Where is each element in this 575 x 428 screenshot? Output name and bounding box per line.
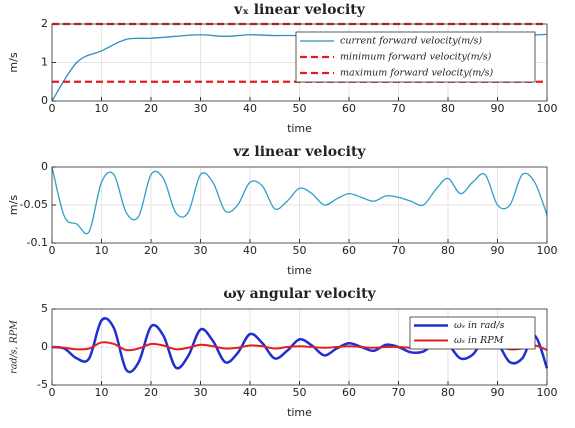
x-tick-label: 100: [537, 244, 558, 257]
x-tick-label: 30: [194, 386, 208, 399]
y-tick-label: 0: [41, 340, 48, 353]
x-tick-label: 100: [537, 102, 558, 115]
y-tick-label: -5: [37, 378, 48, 391]
y-axis-label: m/s: [7, 52, 20, 72]
axes-box: [51, 166, 548, 244]
legend-label: ωₛ in RPM: [454, 335, 504, 346]
y-tick-label: -0.1: [27, 236, 48, 249]
y-tick-label: 5: [41, 302, 48, 315]
x-tick-label: 10: [95, 244, 109, 257]
series-line: [51, 317, 549, 374]
x-tick-label: 50: [293, 244, 307, 257]
x-tick-label: 0: [49, 102, 56, 115]
chart-title: vz linear velocity: [232, 144, 366, 160]
legend-label: maximum forward velocity(m/s): [340, 68, 494, 79]
x-tick-label: 0: [49, 244, 56, 257]
x-axis-label: time: [287, 264, 312, 277]
axes-box: [51, 308, 548, 386]
x-tick-label: 80: [441, 386, 455, 399]
axes-box: [51, 23, 548, 102]
y-axis-label: m/s: [7, 195, 20, 215]
x-tick-label: 40: [243, 386, 257, 399]
x-tick-label: 10: [95, 386, 109, 399]
x-tick-label: 30: [194, 244, 208, 257]
x-tick-label: 90: [491, 244, 505, 257]
y-tick-label: 1: [41, 56, 48, 69]
x-tick-label: 90: [491, 386, 505, 399]
x-tick-label: 70: [392, 102, 406, 115]
x-axis-label: time: [287, 406, 312, 419]
legend-label: current forward velocity(m/s): [340, 36, 482, 47]
x-tick-label: 70: [392, 244, 406, 257]
x-tick-label: 20: [144, 244, 158, 257]
y-tick-label: 0: [41, 94, 48, 107]
y-axis-label: rad/s, RPM: [9, 320, 20, 374]
x-tick-label: 60: [342, 244, 356, 257]
legend-label: ωₛ in rad/s: [454, 320, 505, 331]
y-tick-label: 2: [41, 17, 48, 30]
legend-label: minimum forward velocity(m/s): [340, 52, 492, 63]
y-tick-label: -0.05: [20, 198, 48, 211]
x-tick-label: 50: [293, 102, 307, 115]
x-tick-label: 10: [95, 102, 109, 115]
x-tick-label: 80: [441, 102, 455, 115]
x-tick-label: 30: [194, 102, 208, 115]
x-tick-label: 20: [144, 102, 158, 115]
y-tick-label: 0: [41, 160, 48, 173]
x-tick-label: 40: [243, 102, 257, 115]
chart-title: vₓ linear velocity: [233, 2, 366, 18]
x-tick-label: 60: [342, 102, 356, 115]
x-tick-label: 70: [392, 386, 406, 399]
x-tick-label: 90: [491, 102, 505, 115]
x-tick-label: 60: [342, 386, 356, 399]
x-axis-label: time: [287, 122, 312, 135]
legend-box: [295, 31, 536, 83]
x-tick-label: 20: [144, 386, 158, 399]
x-tick-label: 80: [441, 244, 455, 257]
x-tick-label: 50: [293, 386, 307, 399]
chart-title: ωy angular velocity: [223, 286, 376, 302]
legend-box: [409, 316, 536, 350]
x-tick-label: 40: [243, 244, 257, 257]
x-tick-label: 0: [49, 386, 56, 399]
x-tick-label: 100: [537, 386, 558, 399]
series-line: [51, 166, 548, 235]
